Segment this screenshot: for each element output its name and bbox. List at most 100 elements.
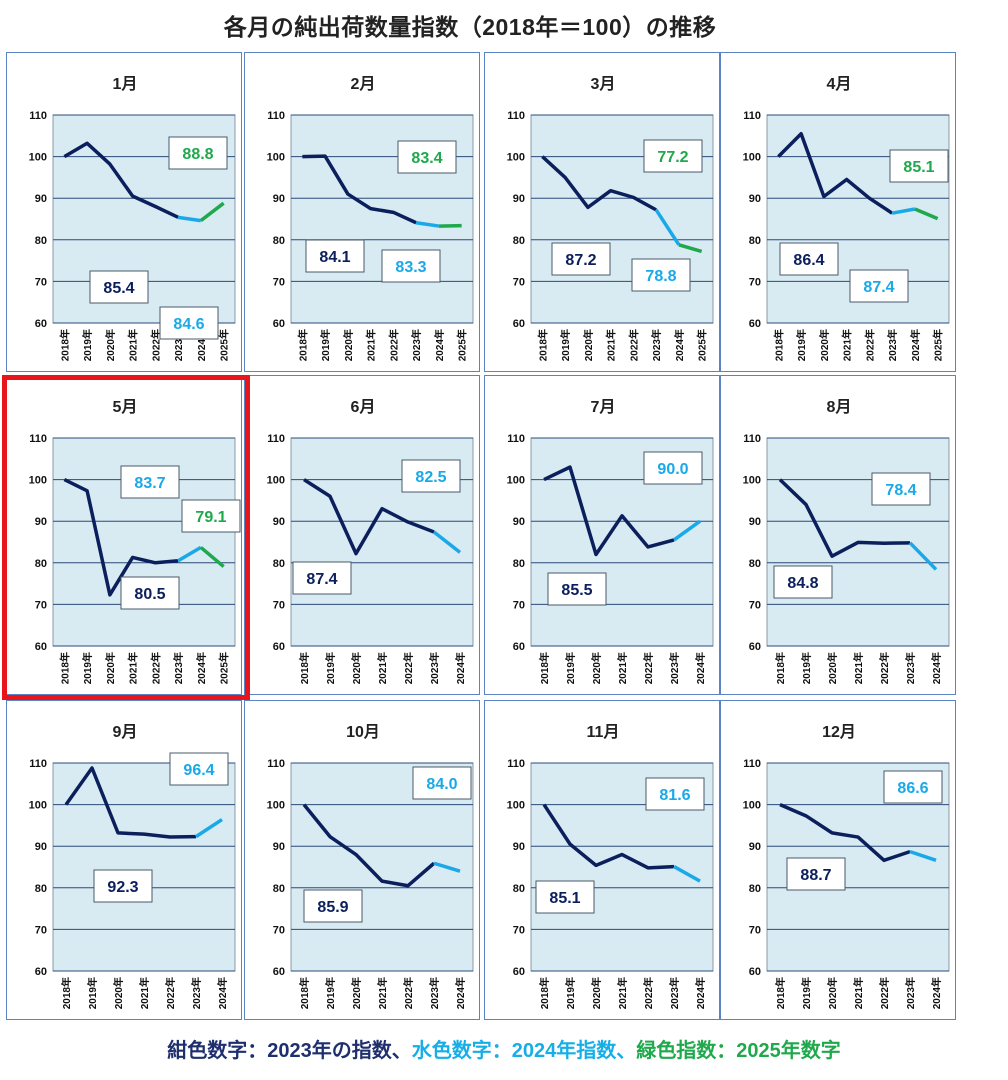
svg-text:87.4: 87.4 (863, 279, 894, 296)
x-tick-label: 2020年 (104, 652, 117, 684)
value-label-2024: 78.8 (631, 258, 691, 292)
series-line-to-2023 (302, 154, 417, 225)
x-tick-label: 2019年 (800, 977, 813, 1009)
y-tick-label: 70 (513, 599, 525, 611)
color-legend: 紺色数字：2023年の指数、水色数字：2024年指数、緑色指数：2025年数字 (0, 1034, 1008, 1063)
y-tick-label: 100 (267, 800, 285, 812)
svg-text:84.6: 84.6 (173, 316, 204, 333)
series-segment-2024 (433, 861, 461, 873)
svg-text:85.1: 85.1 (549, 890, 580, 907)
x-tick-label: 2024年 (433, 329, 446, 361)
x-tick-label: 2021年 (616, 977, 629, 1009)
month-chart-7: 7月 60 70 80 90 100 110 2018年 2019年 2020年 2021年 2022… (484, 375, 720, 695)
series-segment-2024 (177, 545, 202, 563)
series-line-to-2023 (777, 131, 894, 215)
value-label-2024: 78.4 (871, 472, 931, 506)
y-tick-label: 70 (273, 276, 285, 288)
x-tick-label: 2021年 (127, 652, 140, 684)
y-tick-label: 80 (749, 235, 761, 247)
x-tick-label: 2019年 (86, 977, 99, 1009)
svg-text:83.4: 83.4 (411, 150, 442, 167)
series-segment-2025 (199, 201, 225, 223)
y-tick-label: 100 (743, 800, 761, 812)
x-tick-label: 2022年 (402, 652, 415, 684)
y-tick-label: 100 (507, 800, 525, 812)
y-tick-label: 100 (267, 152, 285, 164)
y-tick-label: 100 (507, 152, 525, 164)
svg-text:83.7: 83.7 (134, 475, 165, 492)
y-tick-label: 70 (273, 599, 285, 611)
x-tick-label: 2025年 (218, 652, 231, 684)
series-segment-2024 (177, 215, 202, 223)
x-tick-label: 2018年 (58, 652, 71, 684)
legend-green-text: 緑色指数：2025年数字 (636, 1040, 841, 1062)
month-chart-10: 10月 60 70 80 90 100 110 2018年 2019年 2020年 2021年 202… (244, 700, 480, 1020)
svg-text:80.5: 80.5 (134, 586, 165, 603)
x-tick-label: 2022年 (642, 652, 655, 684)
value-label-2023: 87.2 (551, 242, 611, 276)
series-segment-2024 (415, 221, 440, 228)
series-segment-2025 (914, 207, 939, 221)
x-tick-label: 2023年 (904, 977, 917, 1009)
x-tick-label: 2021年 (841, 329, 854, 361)
x-tick-label: 2022年 (642, 977, 655, 1009)
y-tick-label: 110 (267, 110, 285, 122)
chart-svg: 2月 60 70 80 90 100 110 2018年 2019年 2020年 2021年 2022… (267, 75, 474, 361)
y-tick-label: 110 (743, 758, 761, 770)
series-line-to-2023 (778, 478, 911, 558)
y-tick-label: 90 (273, 841, 285, 853)
value-label-2025: 85.1 (889, 149, 949, 183)
series-line-to-2023 (303, 478, 435, 556)
chart-svg: 7月 60 70 80 90 100 110 2018年 2019年 2020年 2021年 2022… (507, 398, 714, 684)
value-label-2025: 83.4 (397, 140, 457, 174)
y-tick-label: 80 (749, 883, 761, 895)
series-segment-2024 (672, 519, 702, 542)
y-tick-label: 100 (743, 475, 761, 487)
svg-text:79.1: 79.1 (195, 509, 226, 526)
chart-svg: 12月 60 70 80 90 100 110 2018年 2019年 2020年 2021年 202… (743, 723, 950, 1009)
series-segment-2025 (199, 546, 225, 568)
y-tick-label: 70 (749, 599, 761, 611)
y-tick-label: 90 (513, 193, 525, 205)
x-tick-label: 2024年 (909, 329, 922, 361)
x-tick-label: 2018年 (298, 652, 311, 684)
x-tick-label: 2020年 (826, 652, 839, 684)
x-tick-label: 2025年 (218, 329, 231, 361)
value-label-2023: 85.1 (535, 880, 595, 914)
x-tick-label: 2023年 (428, 652, 441, 684)
plot-area (52, 762, 236, 972)
x-tick-label: 2019年 (319, 329, 332, 361)
svg-text:84.0: 84.0 (426, 776, 457, 793)
legend-navy-text: 紺色数字：2023年の指数、 (167, 1040, 412, 1062)
x-tick-label: 2018年 (58, 329, 71, 361)
x-tick-label: 2022年 (164, 977, 177, 1009)
value-label-2025: 77.2 (643, 139, 703, 173)
x-tick-label: 2019年 (564, 652, 577, 684)
chart-svg: 10月 60 70 80 90 100 110 2018年 2019年 2020年 2021年 202… (267, 723, 474, 1009)
series-segment-2024 (891, 207, 916, 215)
svg-text:92.3: 92.3 (107, 879, 138, 896)
x-tick-label: 2022年 (878, 977, 891, 1009)
x-tick-label: 2019年 (795, 329, 808, 361)
series-segment-2024 (195, 818, 223, 839)
x-tick-label: 2021年 (127, 329, 140, 361)
x-tick-label: 2020年 (342, 329, 355, 361)
y-tick-label: 90 (749, 516, 761, 528)
x-tick-label: 2022年 (402, 977, 415, 1009)
series-line-to-2023 (64, 766, 197, 839)
x-tick-label: 2020年 (582, 329, 595, 361)
svg-text:83.3: 83.3 (395, 259, 426, 276)
month-chart-1: 1月 60 70 80 90 100 110 2018年 2019年 2020年 2021年 2022… (6, 52, 242, 372)
svg-text:85.9: 85.9 (317, 899, 348, 916)
month-chart-2: 2月 60 70 80 90 100 110 2018年 2019年 2020年 2021年 2022… (244, 52, 480, 372)
y-tick-label: 60 (513, 641, 525, 653)
y-tick-label: 60 (35, 641, 47, 653)
x-tick-label: 2018年 (538, 652, 551, 684)
chart-svg: 5月 60 70 80 90 100 110 2018年 2019年 2020年 2021年 2022… (29, 398, 241, 684)
y-tick-label: 70 (749, 924, 761, 936)
x-tick-label: 2022年 (878, 652, 891, 684)
y-tick-label: 70 (513, 276, 525, 288)
x-tick-label: 2025年 (696, 329, 709, 361)
series-line-to-2023 (63, 478, 179, 597)
series-line-to-2023 (541, 155, 657, 212)
